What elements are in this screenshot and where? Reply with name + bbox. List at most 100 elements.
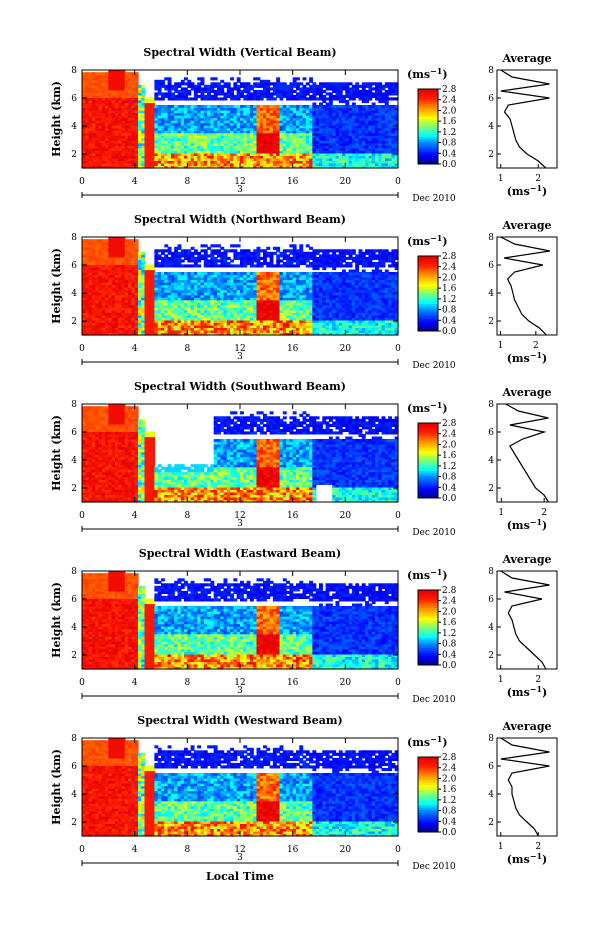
colorbar-swatch [418,136,438,140]
heatmap-cell [292,165,297,169]
heatmap-cell [121,89,126,93]
heatmap-cell [266,82,271,86]
heatmap-cell [345,150,350,154]
heatmap-cell [131,137,136,141]
heatmap-cell [200,132,205,136]
heatmap-cell [322,163,327,167]
heatmap-cell [309,132,313,136]
heatmap-cell [161,107,165,111]
heatmap-cell [236,110,241,114]
heatmap-cell [141,145,146,149]
heatmap-cell [114,72,119,76]
heatmap-cell [174,127,179,131]
heatmap-cell [98,92,103,96]
heatmap-cell [184,127,188,131]
heatmap-cell [223,122,228,126]
heatmap-cell [272,140,277,144]
heatmap-cell [279,157,284,161]
heatmap-cell [335,142,340,146]
heatmap-cell [243,130,248,134]
heatmap-cell [147,120,152,124]
heatmap-cell [299,145,304,149]
heatmap-cell [335,145,340,149]
heatmap-cell [144,147,149,151]
heatmap-cell [394,127,399,131]
heatmap-cell [82,127,86,131]
heatmap-cell [342,137,346,141]
heatmap-cell [305,150,310,154]
heatmap-cell [378,152,383,156]
heatmap-cell [187,79,192,83]
heatmap-cell [210,89,215,93]
heatmap-cell [243,137,248,141]
heatmap-cell [249,117,254,121]
heatmap-cell [240,89,244,93]
heatmap-cell [236,152,241,156]
heatmap-cell [114,122,119,126]
heatmap-cell [98,165,103,169]
heatmap-cell [266,132,271,136]
heatmap-cell [187,147,192,151]
heatmap-cell [348,110,353,114]
heatmap-cell [394,115,399,119]
heatmap-cell [184,105,188,109]
heatmap-cell [128,87,132,91]
heatmap-cell [101,163,106,167]
heatmap-cell [131,122,136,126]
heatmap-cell [95,324,100,328]
heatmap-cell [305,125,310,129]
heatmap-cell [98,152,103,156]
heatmap-cell [319,137,323,141]
heatmap-cell [319,135,323,139]
heatmap-cell [170,135,175,139]
heatmap-cell [243,163,248,167]
heatmap-cell [263,82,267,86]
heatmap-cell [371,152,376,156]
heatmap-cell [82,132,86,136]
heatmap-cell [213,130,218,134]
heatmap-cell [272,152,277,156]
heatmap-cell [249,130,254,134]
heatmap-cell [276,157,281,161]
heatmap-cell [325,147,330,151]
heatmap-cell [101,135,106,139]
heatmap-cell [114,74,119,78]
heatmap-cell [286,110,290,114]
heatmap-cell [328,132,333,136]
heatmap-cell [118,105,123,109]
heatmap-cell [124,102,129,106]
heatmap-cell [98,145,103,149]
heatmap-cell [282,145,287,149]
heatmap-cell [338,155,343,159]
heatmap-cell [371,165,376,169]
heatmap-cell [305,105,310,109]
heatmap-cell [282,130,287,134]
heatmap-cell [319,160,323,164]
heatmap-cell [170,142,175,146]
heatmap-cell [161,145,165,149]
heatmap-cell [371,150,376,154]
heatmap-cell [141,127,146,131]
heatmap-cell [361,92,366,96]
heatmap-cell [88,319,93,323]
heatmap-cell [338,115,343,119]
heatmap-cell [184,94,188,98]
heatmap-cell [226,152,231,156]
heatmap-cell [91,122,96,126]
heatmap-cell [101,165,106,169]
heatmap-cell [88,332,93,336]
heatmap-cell [384,132,389,136]
heatmap-cell [101,94,106,98]
heatmap-cell [266,152,271,156]
heatmap-cell [361,160,366,164]
heatmap-cell [105,74,109,78]
heatmap-cell [276,92,281,96]
heatmap-cell [351,87,356,91]
heatmap-cell [180,87,185,91]
heatmap-cell [302,115,307,119]
heatmap-cell [85,251,90,255]
heatmap-cell [85,254,90,258]
heatmap-cell [230,77,234,81]
heatmap-cell [246,157,251,161]
heatmap-cell [272,135,277,139]
